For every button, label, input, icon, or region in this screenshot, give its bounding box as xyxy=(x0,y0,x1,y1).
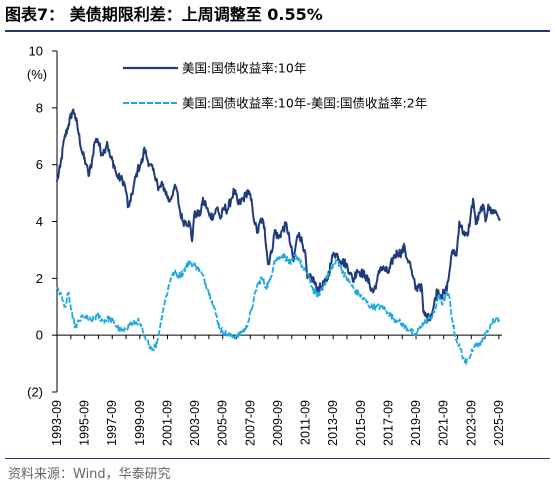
chart-canvas: 10 8 6 4 2 0 (2) (%) 1993-09 1995-09 1997-09 1999-… xyxy=(27,44,506,446)
series-line-10y-2y-spread xyxy=(56,253,501,365)
y-tick-label: (2) xyxy=(27,385,43,400)
y-axis: 10 8 6 4 2 0 (2) (%) xyxy=(27,44,58,400)
x-tick-label: 2009-09 xyxy=(271,400,285,446)
x-tick-label: 2017-09 xyxy=(381,400,395,446)
y-tick-label: 2 xyxy=(36,271,43,286)
footer-divider xyxy=(5,458,550,459)
chart-title: 图表7： 美债期限利差：上周调整至 0.55% xyxy=(5,5,323,24)
x-tick-label: 1993-09 xyxy=(50,400,64,446)
series-group xyxy=(56,108,501,365)
x-axis: 1993-09 1995-09 1997-09 1999-09 2001-09 2003-… xyxy=(50,334,506,446)
x-tick-label: 1997-09 xyxy=(105,400,119,446)
x-tick-label: 1995-09 xyxy=(78,400,92,446)
x-tick-label: 2021-09 xyxy=(437,400,451,446)
x-tick-label: 2019-09 xyxy=(409,400,423,446)
x-tick-label: 1999-09 xyxy=(133,400,147,446)
y-tick-label: 10 xyxy=(29,44,43,59)
legend-label: 美国:国债收益率:10年 xyxy=(182,61,306,76)
x-tick-label: 2001-09 xyxy=(160,400,174,446)
series-line-10y-yield xyxy=(56,108,501,323)
x-tick-label: 2015-09 xyxy=(354,400,368,446)
x-tick-label: 2003-09 xyxy=(188,400,202,446)
y-tick-label: 6 xyxy=(36,157,43,172)
y-axis-unit: (%) xyxy=(27,67,47,82)
x-tick-label: 2023-09 xyxy=(464,400,478,446)
x-tick-label: 2005-09 xyxy=(216,400,230,446)
x-tick-label: 2007-09 xyxy=(243,400,257,446)
legend-label: 美国:国债收益率:10年-美国:国债收益率:2年 xyxy=(182,96,427,111)
chart-title-row: 图表7： 美债期限利差：上周调整至 0.55% xyxy=(5,2,550,28)
x-tick-label: 2013-09 xyxy=(326,400,340,446)
y-tick-label: 0 xyxy=(36,328,43,343)
x-tick-label: 2011-09 xyxy=(299,400,313,445)
source-note: 资料来源：Wind，华泰研究 xyxy=(8,467,171,482)
y-tick-label: 8 xyxy=(36,100,43,115)
x-tick-label: 2025-09 xyxy=(492,400,506,446)
title-divider xyxy=(5,30,550,32)
y-tick-label: 4 xyxy=(36,214,43,229)
